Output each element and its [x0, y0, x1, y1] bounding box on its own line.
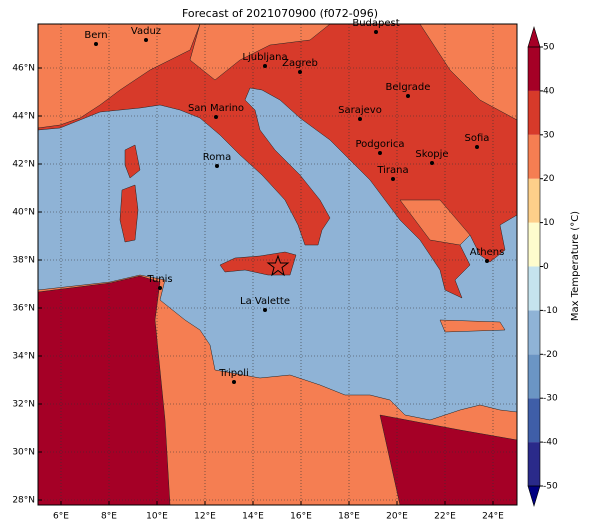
colorbar-band — [528, 354, 540, 399]
lon-label: 10°E — [146, 512, 168, 522]
city-dot — [215, 164, 219, 168]
lon-label: 6°E — [53, 512, 69, 522]
city-dot — [485, 259, 489, 263]
colorbar-label: Max Temperature (°C) — [570, 211, 581, 321]
hot-region — [38, 275, 171, 505]
colorbar-arrow — [527, 25, 541, 48]
lat-label: 46°N — [12, 64, 35, 74]
lat-label: 40°N — [12, 208, 35, 218]
city-label: Tirana — [376, 165, 408, 176]
city-label: Tunis — [146, 274, 172, 285]
map-frame — [37, 23, 518, 506]
warm-patch — [189, 24, 331, 81]
lat-label: 30°N — [12, 448, 35, 458]
city-dot — [263, 308, 267, 312]
colorbar-tick-label: 50 — [543, 43, 555, 53]
lat-label: 44°N — [12, 112, 35, 122]
city-dot — [144, 38, 148, 42]
colorbar-tick-label: 40 — [543, 86, 555, 96]
city-label: Belgrade — [386, 82, 431, 93]
city-dot — [232, 380, 236, 384]
lon-label: 20°E — [386, 512, 408, 522]
lon-label: 8°E — [101, 512, 117, 522]
colorbar-tick-label: -40 — [543, 438, 558, 448]
map-area — [38, 24, 517, 505]
city-dot — [378, 151, 382, 155]
colorbar-tick-label: -20 — [543, 350, 558, 360]
lat-label: 28°N — [12, 496, 35, 506]
lat-label: 36°N — [12, 304, 35, 314]
lat-label: 34°N — [12, 352, 35, 362]
city-dot — [263, 64, 267, 68]
city-dot — [374, 30, 378, 34]
lon-label: 18°E — [338, 512, 360, 522]
city-label: Skopje — [415, 149, 448, 160]
city-dot — [475, 145, 479, 149]
colorbar-arrow — [527, 485, 541, 508]
colorbar-tick-label: -30 — [543, 394, 558, 404]
city-label: Vaduz — [131, 26, 161, 37]
hot-patch — [379, 414, 517, 505]
city-label: Ljubljana — [242, 52, 287, 63]
colorbar-band — [528, 47, 540, 91]
star-marker — [266, 254, 290, 277]
colorbar-band — [528, 266, 540, 311]
city-label: Athens — [470, 247, 505, 258]
city-label: Bern — [84, 30, 107, 41]
lat-label: 32°N — [12, 400, 35, 410]
colorbar-band — [528, 442, 540, 486]
colorbar-tick-label: 10 — [543, 218, 555, 228]
city-dot — [391, 177, 395, 181]
lat-label: 38°N — [12, 256, 35, 266]
sardinia — [119, 184, 139, 243]
europe — [38, 24, 517, 299]
city-label: La Valette — [240, 296, 290, 307]
colorbar-band — [528, 178, 540, 223]
city-label: Sofia — [465, 133, 490, 144]
colorbar-tick-label: -10 — [543, 306, 558, 316]
colorbar-band — [528, 90, 540, 135]
corsica — [124, 144, 141, 179]
lon-label: 14°E — [242, 512, 264, 522]
lon-label: 16°E — [290, 512, 312, 522]
city-dot — [298, 70, 302, 74]
colorbar-tick-label: -50 — [543, 482, 558, 492]
colorbar-tick-label: 30 — [543, 130, 555, 140]
city-dot — [358, 117, 362, 121]
colorbar-band — [528, 222, 540, 267]
colorbar-band — [528, 134, 540, 179]
colorbar-band — [528, 398, 540, 443]
city-label: Tripoli — [218, 368, 249, 379]
city-label: Podgorica — [355, 139, 404, 150]
city-dot — [214, 115, 218, 119]
city-label: San Marino — [188, 103, 244, 114]
city-label: Sarajevo — [338, 105, 382, 116]
city-label: Zagreb — [282, 58, 318, 69]
title: Forecast of 2021070900 (f072-096) — [182, 7, 378, 20]
lon-label: 12°E — [194, 512, 216, 522]
city-dot — [406, 94, 410, 98]
colorbar-tick-label: 20 — [543, 174, 555, 184]
lon-label: 24°E — [482, 512, 504, 522]
city-label: Roma — [203, 152, 232, 163]
city-dot — [94, 42, 98, 46]
lat-label: 42°N — [12, 160, 35, 170]
lon-label: 22°E — [434, 512, 456, 522]
colorbar-tick-label: 0 — [543, 262, 549, 272]
city-dot — [158, 286, 162, 290]
warm-patch — [399, 199, 471, 246]
crete — [439, 319, 506, 333]
city-dot — [430, 161, 434, 165]
warm-patch — [38, 24, 201, 129]
colorbar-band — [528, 310, 540, 355]
